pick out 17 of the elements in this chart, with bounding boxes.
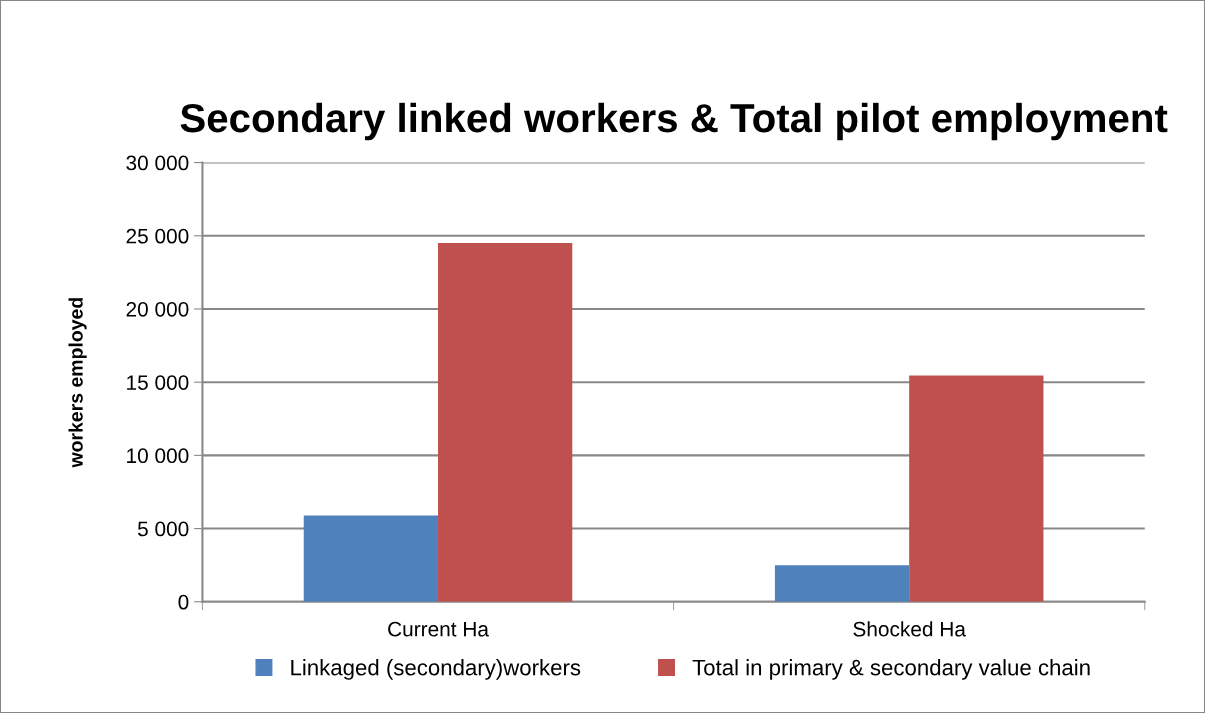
bar <box>909 375 1044 602</box>
y-tick-label: 25 000 <box>126 228 189 244</box>
x-tick-label: Current Ha <box>388 621 489 637</box>
y-tick-label: 0 <box>178 594 189 610</box>
x-tick-label: Shocked Ha <box>853 621 966 637</box>
legend-label: Linkaged (secondary)workers <box>291 659 581 680</box>
y-axis-title: workers employed <box>68 298 87 468</box>
y-tick-label: 5 000 <box>137 521 189 537</box>
chart-title: Secondary linked workers & Total pilot employment <box>180 102 1168 141</box>
y-tick-label: 20 000 <box>126 301 189 317</box>
bar <box>303 515 439 602</box>
y-tick-label: 10 000 <box>127 448 189 464</box>
y-tick-label: 15 000 <box>127 375 189 390</box>
bar <box>774 565 910 602</box>
legend-label: Total in primary & secondary value chain <box>692 659 1090 680</box>
bar <box>438 243 573 602</box>
y-tick-label: 30 000 <box>126 155 189 171</box>
